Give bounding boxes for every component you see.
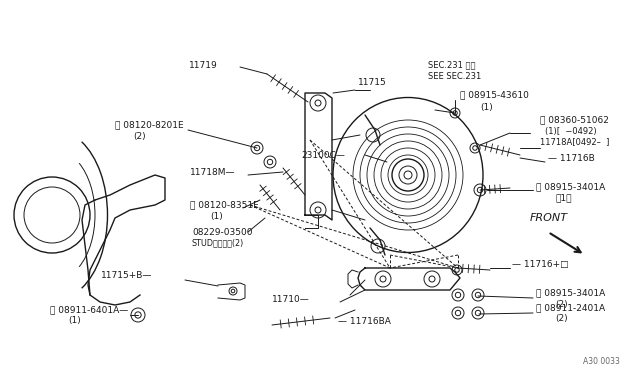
Text: Ⓢ 08360-51062: Ⓢ 08360-51062 (540, 115, 609, 125)
Text: Ⓝ 08911-2401A: Ⓝ 08911-2401A (536, 304, 605, 312)
Text: (1): (1) (210, 212, 223, 221)
Ellipse shape (333, 97, 483, 253)
Text: (1)[  −0492): (1)[ −0492) (545, 126, 596, 135)
Text: FRONT: FRONT (530, 213, 568, 223)
Text: (2): (2) (555, 314, 568, 324)
Text: — 11716B: — 11716B (548, 154, 595, 163)
Text: (1): (1) (68, 317, 81, 326)
Text: 11710—: 11710— (272, 295, 310, 305)
Text: 11715: 11715 (358, 77, 387, 87)
Text: 《1》: 《1》 (555, 193, 572, 202)
Text: — 11716+□: — 11716+□ (512, 260, 568, 269)
Text: 23100C—: 23100C— (301, 151, 345, 160)
Text: SEE SEC.231: SEE SEC.231 (428, 71, 481, 80)
Text: Ⓑ 08120-8351E: Ⓑ 08120-8351E (190, 201, 259, 209)
Text: (1): (1) (480, 103, 493, 112)
Circle shape (14, 177, 90, 253)
Text: 11715+B—: 11715+B— (100, 270, 152, 279)
Text: Ⓟ 08915-3401A: Ⓟ 08915-3401A (536, 183, 605, 192)
Text: SEC.231 参照: SEC.231 参照 (428, 61, 476, 70)
Text: — 11716BA: — 11716BA (338, 317, 391, 327)
Text: Ⓑ 08120-8201E: Ⓑ 08120-8201E (115, 121, 184, 129)
Text: 11719: 11719 (189, 61, 218, 70)
Text: 08229-03500: 08229-03500 (192, 228, 253, 237)
Text: STUDスタッド(2): STUDスタッド(2) (192, 238, 244, 247)
Text: 11718M—: 11718M— (189, 167, 235, 176)
Text: (2): (2) (555, 299, 568, 308)
Text: (2): (2) (133, 131, 146, 141)
Text: Ⓛ 08915-43610: Ⓛ 08915-43610 (460, 90, 529, 99)
Text: Ⓝ 08911-6401A—: Ⓝ 08911-6401A— (50, 305, 128, 314)
Text: A30 0033: A30 0033 (583, 357, 620, 366)
Text: 11718A[0492–  ]: 11718A[0492– ] (540, 138, 609, 147)
Text: Ⓟ 08915-3401A: Ⓟ 08915-3401A (536, 289, 605, 298)
